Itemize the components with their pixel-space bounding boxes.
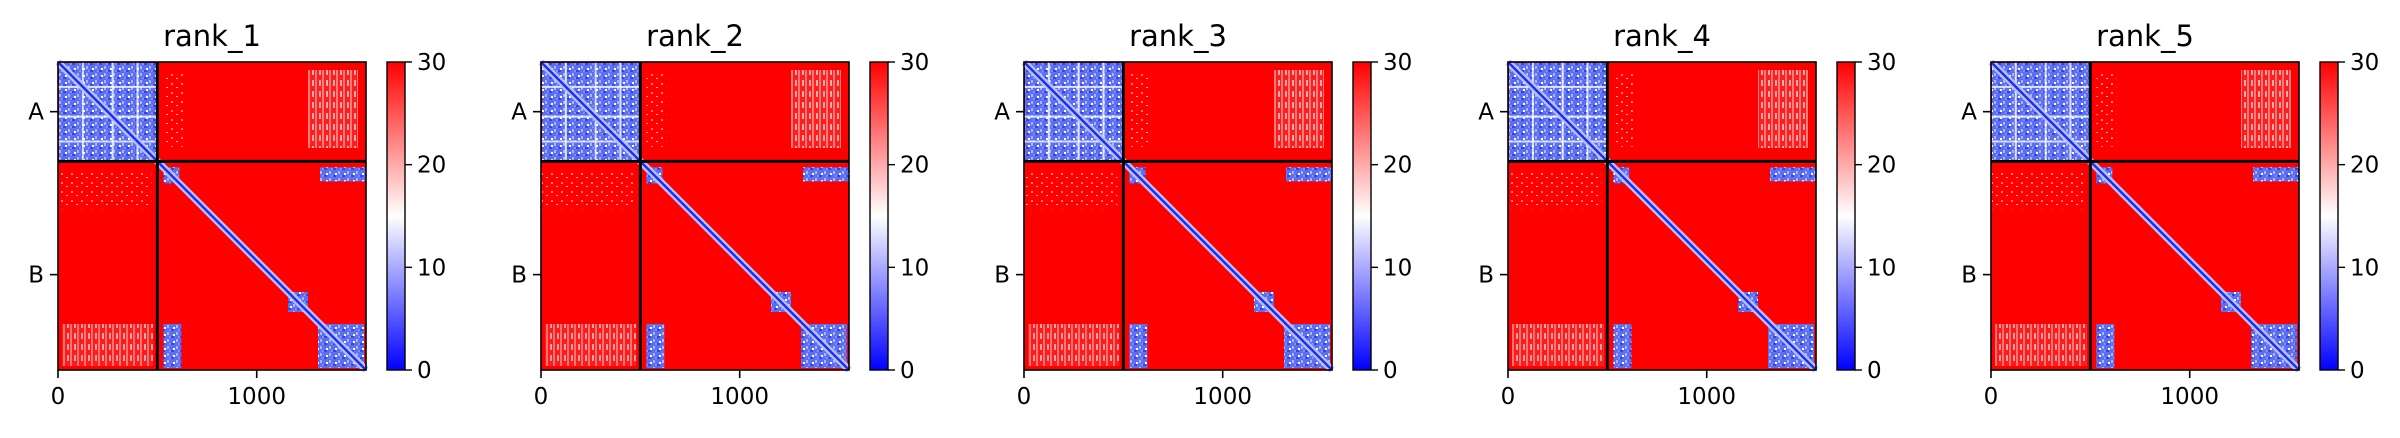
colorbar-tick-label: 0 bbox=[900, 358, 915, 384]
panel-title: rank_3 bbox=[1129, 19, 1227, 53]
heatmap-offdiag-texture bbox=[545, 324, 637, 366]
heatmap-frame bbox=[540, 61, 850, 371]
colorbar-tick-label: 10 bbox=[417, 255, 446, 281]
heatmap-domain-block bbox=[2096, 324, 2115, 368]
heatmap-domain-block bbox=[1129, 324, 1148, 368]
panel-title: rank_4 bbox=[1613, 19, 1711, 53]
x-tick-label: 0 bbox=[51, 384, 66, 410]
heatmap-offdiag-texture bbox=[1028, 324, 1120, 366]
y-tick-label: B bbox=[1478, 263, 1494, 289]
heatmap-diagonal bbox=[1990, 61, 2300, 371]
y-tick-label: A bbox=[511, 100, 527, 126]
heatmap-frame bbox=[1023, 61, 1333, 371]
heatmap-offdiag-texture bbox=[2096, 72, 2117, 147]
pae-panel-5: rank_5 0 1000 A B 0 10 20 30 bbox=[1961, 19, 2379, 410]
heatmap-offdiag-texture bbox=[1508, 169, 1602, 210]
x-tick-label: 1000 bbox=[2160, 384, 2219, 410]
heatmap-diagonal bbox=[1507, 61, 1817, 371]
y-tick-label: A bbox=[1478, 100, 1494, 126]
heatmap-domain-block bbox=[320, 167, 366, 182]
colorbar-tick-label: 30 bbox=[1867, 50, 1896, 76]
panel-title: rank_2 bbox=[646, 19, 744, 53]
colorbar-tick-label: 20 bbox=[417, 153, 446, 179]
heatmap-offdiag-texture bbox=[791, 70, 841, 148]
heatmap-domain-block bbox=[803, 167, 849, 182]
y-tick-label: B bbox=[1961, 263, 1977, 289]
x-tick-label: 1000 bbox=[710, 384, 769, 410]
heatmap-offdiag-texture bbox=[646, 72, 667, 147]
y-tick-label: B bbox=[994, 263, 1010, 289]
colorbar bbox=[386, 61, 406, 371]
colorbar-tick-label: 10 bbox=[1383, 255, 1412, 281]
colorbar bbox=[1836, 61, 1856, 371]
colorbar-tick-label: 0 bbox=[1867, 358, 1882, 384]
x-tick-label: 0 bbox=[1984, 384, 1999, 410]
colorbar bbox=[2319, 61, 2339, 371]
heatmap-offdiag-texture bbox=[1613, 72, 1634, 147]
pae-panel-3: rank_3 0 1000 A B 0 10 20 30 bbox=[994, 19, 1412, 410]
heatmap-domain-block bbox=[646, 324, 665, 368]
heatmap-offdiag-texture bbox=[541, 169, 635, 210]
y-tick-label: A bbox=[1961, 100, 1977, 126]
colorbar-tick-label: 30 bbox=[1383, 50, 1412, 76]
heatmap-diagonal bbox=[1023, 61, 1333, 371]
colorbar bbox=[1352, 61, 1372, 371]
heatmap-offdiag-texture bbox=[308, 70, 358, 148]
heatmap-frame bbox=[57, 61, 367, 371]
colorbar-tick-label: 0 bbox=[417, 358, 432, 384]
heatmap-offdiag-texture bbox=[1991, 169, 2085, 210]
x-tick-label: 1000 bbox=[227, 384, 286, 410]
colorbar-tick-label: 30 bbox=[417, 50, 446, 76]
colorbar-tick-label: 0 bbox=[2350, 358, 2365, 384]
pae-panel-4: rank_4 0 1000 A B 0 10 20 30 bbox=[1478, 19, 1896, 410]
heatmap-offdiag-texture bbox=[1512, 324, 1604, 366]
x-tick-label: 0 bbox=[534, 384, 549, 410]
heatmap-offdiag-texture bbox=[1024, 169, 1118, 210]
heatmap-offdiag-texture bbox=[62, 324, 154, 366]
heatmap-offdiag-texture bbox=[58, 169, 152, 210]
heatmap-offdiag-texture bbox=[1995, 324, 2087, 366]
heatmap-offdiag-texture bbox=[1274, 70, 1324, 148]
heatmap-offdiag-texture bbox=[1129, 72, 1150, 147]
pae-panel-2: rank_2 0 1000 A B 0 10 20 30 bbox=[511, 19, 929, 410]
heatmap-offdiag-texture bbox=[163, 72, 184, 147]
y-tick-label: A bbox=[994, 100, 1010, 126]
heatmap-domain-block bbox=[1613, 324, 1632, 368]
colorbar-tick-label: 10 bbox=[2350, 255, 2379, 281]
y-tick-label: A bbox=[28, 100, 44, 126]
colorbar bbox=[869, 61, 889, 371]
colorbar-tick-label: 20 bbox=[1383, 153, 1412, 179]
heatmap-frame bbox=[1990, 61, 2300, 371]
heatmap-offdiag-texture bbox=[1758, 70, 1808, 148]
heatmap-diagonal bbox=[540, 61, 850, 371]
colorbar-tick-label: 20 bbox=[2350, 153, 2379, 179]
colorbar-tick-label: 20 bbox=[1867, 153, 1896, 179]
colorbar-tick-label: 30 bbox=[900, 50, 929, 76]
heatmap-diagonal bbox=[57, 61, 367, 371]
y-tick-label: B bbox=[28, 263, 44, 289]
heatmap-domain-block bbox=[163, 324, 182, 368]
heatmap-domain-block bbox=[1286, 167, 1332, 182]
x-tick-label: 0 bbox=[1501, 384, 1516, 410]
x-tick-label: 1000 bbox=[1193, 384, 1252, 410]
colorbar-tick-label: 0 bbox=[1383, 358, 1398, 384]
x-tick-label: 1000 bbox=[1677, 384, 1736, 410]
heatmap-frame bbox=[1507, 61, 1817, 371]
heatmap-domain-block bbox=[2253, 167, 2299, 182]
panel-title: rank_5 bbox=[2096, 19, 2194, 53]
colorbar-tick-label: 30 bbox=[2350, 50, 2379, 76]
colorbar-tick-label: 10 bbox=[900, 255, 929, 281]
heatmap-offdiag-texture bbox=[2241, 70, 2291, 148]
pae-panel-1: rank_1 0 1000 A B 0 10 20 30 bbox=[28, 19, 446, 410]
panel-title: rank_1 bbox=[163, 19, 261, 53]
colorbar-tick-label: 10 bbox=[1867, 255, 1896, 281]
heatmap-domain-block bbox=[1770, 167, 1816, 182]
x-tick-label: 0 bbox=[1017, 384, 1032, 410]
y-tick-label: B bbox=[511, 263, 527, 289]
colorbar-tick-label: 20 bbox=[900, 153, 929, 179]
